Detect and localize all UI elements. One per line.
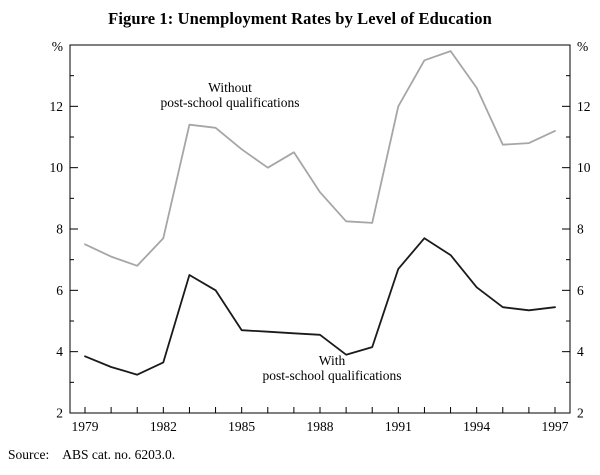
source-label: Source: xyxy=(8,447,50,462)
x-tick-label: 1985 xyxy=(228,419,255,434)
x-tick-label: 1991 xyxy=(385,419,412,434)
annotation-with-qualifications: With post-school qualifications xyxy=(262,353,402,383)
x-tick-label: 1994 xyxy=(463,419,490,434)
figure-title: Figure 1: Unemployment Rates by Level of… xyxy=(108,9,492,28)
y-tick-label-left: 12 xyxy=(50,99,64,114)
y-tick-label-right: 8 xyxy=(577,222,584,237)
y-tick-label-left: 4 xyxy=(56,344,63,359)
source-value: ABS cat. no. 6203.0. xyxy=(62,447,176,462)
series-line-without-qualifications xyxy=(84,50,556,267)
source-note: Source: ABS cat. no. 6203.0. xyxy=(0,447,600,463)
series-line-with-qualifications xyxy=(84,237,556,376)
y-axis-unit-right: % xyxy=(577,39,588,54)
unemployment-line-chart: % % 1979 1982 1985 1988 1991 1994 1997 2 2 4 4 6 6 8 8… xyxy=(50,39,591,434)
y-tick-label-right: 4 xyxy=(577,344,584,359)
x-tick-label: 1988 xyxy=(307,419,334,434)
y-tick-label-right: 6 xyxy=(577,283,584,298)
annotation-without-qualifications: Without post-school qualifications xyxy=(160,80,300,110)
x-tick-label: 1982 xyxy=(150,419,177,434)
y-axis-unit-left: % xyxy=(52,39,63,54)
y-tick-label-left: 10 xyxy=(50,160,64,175)
chart-area: % % 1979 1982 1985 1988 1991 1994 1997 2 2 4 4 6 6 8 8… xyxy=(0,35,600,435)
axes-frame xyxy=(69,44,571,414)
x-tick-label: 1979 xyxy=(72,419,99,434)
y-tick-label-left: 2 xyxy=(56,406,63,421)
y-tick-label-right: 2 xyxy=(577,406,584,421)
y-tick-label-left: 8 xyxy=(56,222,63,237)
y-tick-label-right: 12 xyxy=(577,99,591,114)
x-tick-label: 1997 xyxy=(542,419,569,434)
axis-tick-labels: 1979 1982 1985 1988 1991 1994 1997 2 2 4 4 6 6 8 8 10 10… xyxy=(50,99,591,434)
y-tick-label-right: 10 xyxy=(577,160,591,175)
y-tick-label-left: 6 xyxy=(56,283,63,298)
